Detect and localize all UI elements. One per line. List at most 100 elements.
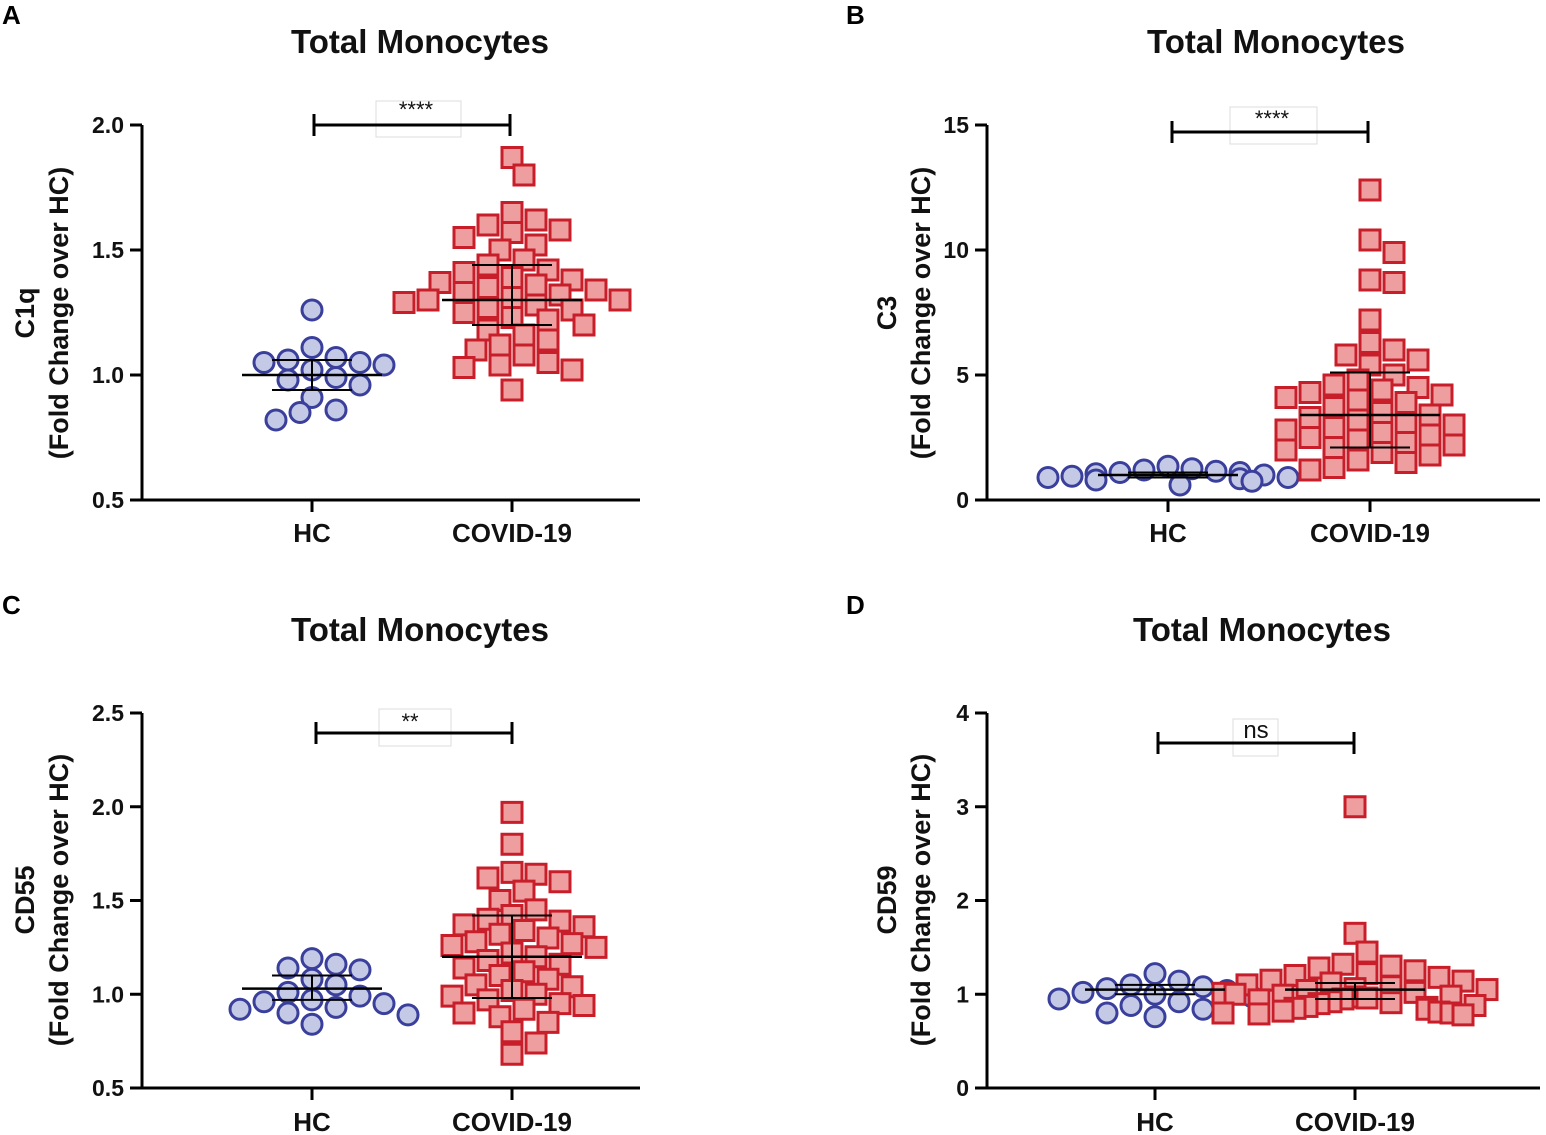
covid-data-point [1271,999,1295,1023]
covid-data-point [524,273,548,297]
covid-data-point [1346,408,1370,432]
covid-data-point [464,338,488,362]
covid-data-point [536,1010,560,1034]
covid-data-point [1406,348,1430,372]
hc-data-point [324,346,348,369]
covid-data-point [1370,401,1394,424]
covid-data-point [500,1042,524,1066]
covid-data-point [488,922,512,946]
y-tick-label: 1.5 [92,237,124,263]
panel-b-chart: Total Monocytes C3 (Fold Change over HC)… [872,23,1540,548]
hc-data-point [1276,466,1300,489]
covid-data-point [428,271,452,294]
y-tick-label: 5 [956,362,969,388]
covid-data-point [1274,418,1298,442]
covid-data-point [560,975,584,999]
covid-data-point [1274,386,1298,409]
hc-data-point [324,995,348,1019]
hc-data-point [276,1001,300,1025]
covid-data-point [1346,448,1370,472]
hc-data-point [1240,469,1264,493]
covid-data-point [440,984,464,1008]
covid-data-point [1451,1003,1475,1027]
covid-data-point [1322,373,1346,397]
covid-data-point [416,288,440,312]
hc-data-point [300,1012,324,1036]
covid-data-point [1370,378,1394,402]
covid-data-point [500,800,524,824]
chart-title: Total Monocytes [291,23,549,60]
hc-data-point [372,992,396,1016]
covid-data-point [524,208,548,232]
covid-data-point [452,261,476,284]
covid-data-point [500,221,524,244]
y-axis-label: C3 [872,296,902,331]
y-tick-label: 2.0 [92,794,124,820]
covid-data-point [1379,991,1403,1015]
data-points [228,800,608,1066]
significance-label: ns [1243,717,1268,744]
hc-data-point [276,368,300,392]
covid-data-point [548,909,572,933]
covid-data-point [464,930,488,954]
covid-data-point [1343,921,1367,945]
summary-bars [242,264,582,391]
x-tick-label-covid: COVID-19 [1310,518,1430,548]
hc-data-point [348,373,372,397]
x-tick-label-covid: COVID-19 [452,1107,572,1135]
y-tick-label: 15 [943,112,969,138]
summary-bars [1085,982,1425,1000]
significance-label: **** [399,97,434,122]
hc-data-point [348,958,372,982]
chart-title: Total Monocytes [291,611,549,648]
y-tick-label: 0 [956,487,969,513]
covid-data-point [1418,423,1442,447]
covid-data-point [572,313,596,337]
covid-data-point [1418,443,1442,467]
covid-data-point [1394,431,1418,454]
covid-data-point [1358,268,1382,292]
covid-data-point [512,343,536,367]
covid-data-point [536,308,560,332]
covid-data-point [1298,406,1322,429]
covid-data-point [1442,433,1466,457]
panel-label-c: C [2,590,21,620]
significance-label: ** [401,709,419,734]
covid-data-point [500,378,524,402]
covid-data-point [524,1031,548,1055]
covid-data-point [1298,381,1322,404]
covid-data-point [572,915,596,939]
data-points [1047,795,1499,1029]
covid-data-point [476,276,500,299]
covid-data-point [1358,228,1382,252]
significance-box [378,708,452,747]
covid-data-point [476,296,500,319]
hc-data-point [1036,466,1060,489]
y-tick-label: 1.5 [92,888,124,914]
y-tick-label: 0.5 [92,1075,124,1101]
covid-data-point [548,870,572,894]
covid-data-point [1370,441,1394,464]
covid-data-point [536,328,560,352]
y-tick-label: 1.0 [92,362,124,388]
covid-data-point [512,919,536,942]
hc-data-point [1143,1005,1167,1029]
panel-label-a: A [2,0,21,30]
y-axis-label: CD59 [872,865,902,934]
covid-data-point [1343,795,1367,819]
hc-data-point [264,408,288,432]
covid-data-point [488,353,512,377]
hc-data-point [300,336,324,359]
covid-data-point [1223,982,1247,1006]
hc-data-point [1071,980,1095,1004]
covid-data-point [500,201,524,224]
panel-label-d: D [846,590,865,620]
hc-data-point [1167,990,1191,1014]
covid-data-point [452,301,476,324]
covid-data-point [512,163,536,187]
covid-data-point [512,997,536,1021]
hc-data-point [1143,962,1167,986]
covid-data-point [1358,308,1382,332]
hc-data-point [372,353,396,377]
hc-data-point [324,398,348,422]
